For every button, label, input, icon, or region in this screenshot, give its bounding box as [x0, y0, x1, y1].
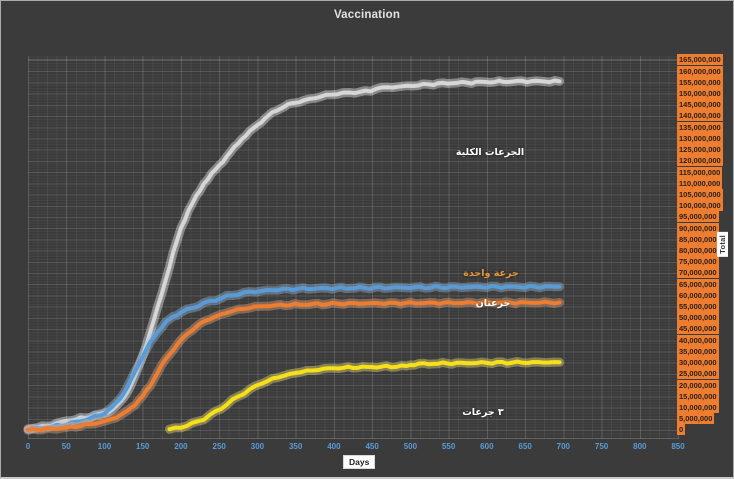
x-tick-label: 700 — [556, 442, 571, 451]
x-tick-label: 850 — [671, 442, 685, 451]
x-axis-title: Days — [343, 455, 376, 469]
y-tick-label: 60,000,000 — [677, 289, 719, 301]
y-tick-label: 105,000,000 — [677, 188, 723, 200]
series-label-one-dose: جرعة واحدة — [463, 268, 519, 279]
y-tick-label: 115,000,000 — [677, 166, 723, 178]
series-label-total-doses: الجرعات الكلية — [455, 147, 525, 158]
chart-title: Vaccination — [333, 9, 401, 21]
x-tick-label: 600 — [480, 442, 494, 451]
x-tick-label: 150 — [136, 442, 150, 451]
y-tick-label: 130,000,000 — [677, 132, 723, 144]
x-tick-label: 50 — [61, 442, 71, 451]
y-tick-label: 75,000,000 — [677, 256, 719, 268]
y-tick-label: 140,000,000 — [677, 110, 723, 122]
y-tick-label: 40,000,000 — [677, 334, 719, 346]
y-tick-label: 90,000,000 — [677, 222, 719, 234]
x-tick-label: 450 — [365, 442, 379, 451]
series-label-two-doses: جرعتان — [475, 298, 511, 309]
y-tick-label: 85,000,000 — [677, 233, 719, 245]
x-tick-label: 650 — [518, 442, 532, 451]
y-tick-label: 15,000,000 — [677, 390, 719, 402]
series-line-total-doses — [26, 78, 562, 431]
y-tick-label: 110,000,000 — [677, 177, 723, 189]
y-tick-label: 45,000,000 — [677, 323, 719, 335]
x-tick-label: 100 — [97, 442, 112, 451]
y-tick-label: 125,000,000 — [677, 144, 723, 156]
y-tick-label: 50,000,000 — [677, 312, 719, 324]
x-tick-label: 350 — [288, 442, 303, 451]
y-tick-label: 35,000,000 — [677, 345, 719, 357]
x-tick-label: 750 — [594, 442, 609, 451]
y-tick-label: 150,000,000 — [677, 88, 723, 100]
series-line-three-doses — [167, 359, 562, 432]
y-tick-label: 20,000,000 — [677, 379, 719, 391]
y-tick-label: 55,000,000 — [677, 301, 719, 313]
x-tick-label: 300 — [250, 442, 265, 451]
x-tick-label: 500 — [403, 442, 418, 451]
y-tick-label: 160,000,000 — [677, 65, 723, 77]
series-line-two-doses — [26, 299, 562, 432]
x-tick-label: 0 — [25, 442, 31, 451]
y-tick-label: 0 — [677, 424, 686, 436]
plot-area[interactable] — [23, 56, 679, 439]
y-tick-label: 5,000,000 — [677, 413, 715, 425]
x-tick-label: 250 — [212, 442, 226, 451]
chart-canvas — [23, 76, 564, 435]
series-label-three-doses: ٣ جرعات — [462, 407, 504, 418]
y-tick-label: 135,000,000 — [677, 121, 723, 133]
y-tick-label: 80,000,000 — [677, 245, 719, 256]
y-tick-label: 65,000,000 — [677, 278, 719, 290]
y-axis-title: Total — [717, 232, 728, 257]
x-tick-label: 400 — [327, 442, 341, 451]
series-line-three-doses-glow — [165, 357, 564, 434]
y-tick-label: 70,000,000 — [677, 267, 719, 279]
y-tick-label: 155,000,000 — [677, 76, 723, 88]
y-tick-label: 95,000,000 — [677, 211, 719, 223]
y-tick-label: 145,000,000 — [677, 99, 723, 111]
x-tick-label: 550 — [441, 442, 456, 451]
x-tick-label: 200 — [174, 442, 188, 451]
y-tick-label: 100,000,000 — [677, 200, 723, 212]
y-tick-label: 120,000,000 — [677, 155, 723, 167]
y-tick-label: 25,000,000 — [677, 368, 719, 380]
series-line-one-dose — [26, 284, 562, 433]
y-tick-label: 30,000,000 — [677, 357, 719, 369]
y-tick-label: 165,000,000 — [677, 54, 723, 66]
x-tick-label: 800 — [633, 442, 647, 451]
y-tick-label: 10,000,000 — [677, 401, 719, 413]
